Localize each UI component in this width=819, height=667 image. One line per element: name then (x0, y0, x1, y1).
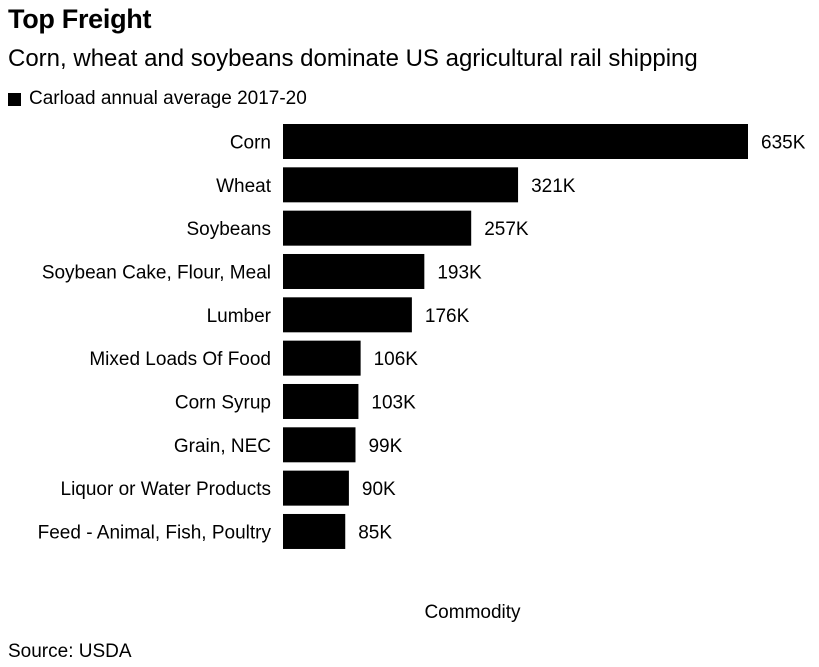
chart-legend: Carload annual average 2017-20 (8, 88, 307, 110)
category-label: Soybeans (186, 219, 271, 240)
category-label: Soybean Cake, Flour, Meal (42, 262, 271, 283)
value-label: 90K (362, 479, 396, 500)
bar (283, 253, 425, 289)
bar (283, 383, 359, 419)
bar (283, 297, 412, 333)
category-label: Wheat (216, 176, 272, 197)
bar (283, 124, 748, 159)
chart-subtitle: Corn, wheat and soybeans dominate US agr… (8, 45, 698, 72)
category-label: Feed - Animal, Fish, Poultry (38, 522, 272, 543)
x-axis-label: Commodity (424, 602, 521, 623)
value-label: 85K (358, 522, 392, 543)
value-label: 321K (531, 176, 576, 197)
bar (283, 427, 356, 463)
legend-swatch (8, 92, 21, 106)
value-label: 99K (368, 436, 402, 457)
bar (283, 210, 472, 246)
bar (283, 340, 361, 376)
value-label: 103K (371, 392, 416, 413)
legend-label: Carload annual average 2017-20 (29, 88, 307, 109)
value-label: 176K (425, 306, 470, 327)
category-label: Mixed Loads Of Food (89, 349, 271, 370)
chart-title: Top Freight (8, 4, 152, 34)
value-label: 257K (484, 219, 529, 240)
category-label: Corn (230, 133, 271, 154)
value-label: 106K (374, 349, 419, 370)
value-label: 635K (761, 133, 806, 154)
bar (283, 470, 349, 506)
source-note: Source: USDA (8, 641, 132, 662)
bar (283, 513, 346, 549)
category-label: Liquor or Water Products (61, 479, 272, 500)
category-label: Corn Syrup (175, 392, 271, 413)
bar (283, 167, 519, 203)
value-label: 193K (437, 262, 482, 283)
category-label: Lumber (207, 306, 272, 327)
category-label: Grain, NEC (174, 436, 271, 457)
